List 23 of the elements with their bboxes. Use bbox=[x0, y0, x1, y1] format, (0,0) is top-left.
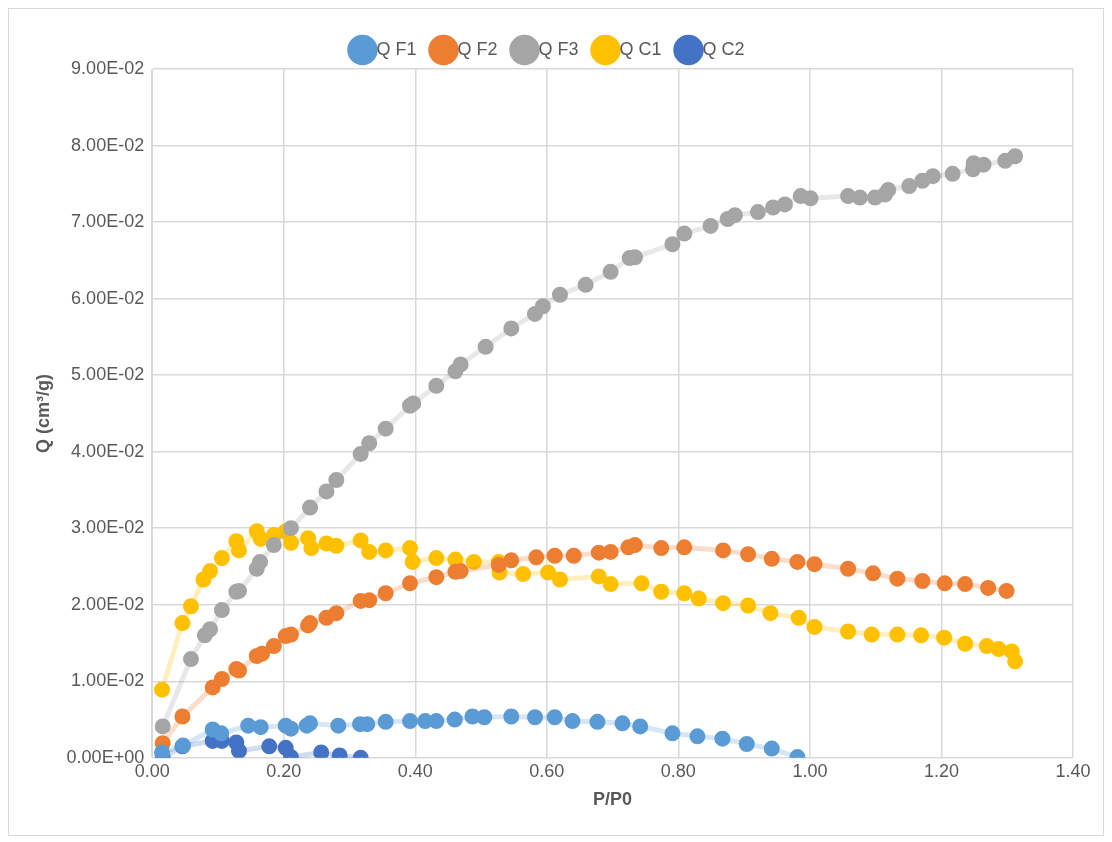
y-tick-label: 9.00E-02 bbox=[71, 57, 145, 78]
x-tick-label: 0.20 bbox=[266, 760, 302, 781]
x-tick-label: 1.00 bbox=[792, 760, 828, 781]
x-tick-label: 1.20 bbox=[923, 760, 959, 781]
y-tick-label: 1.00E-02 bbox=[71, 670, 145, 691]
x-tick-label: 0.40 bbox=[397, 760, 433, 781]
y-tick-label: 4.00E-02 bbox=[71, 440, 145, 461]
x-tick-label: 1.40 bbox=[1055, 760, 1091, 781]
y-tick-label: 3.00E-02 bbox=[71, 517, 145, 538]
x-tick-label: 0.60 bbox=[529, 760, 565, 781]
y-tick-label: 5.00E-02 bbox=[71, 364, 145, 385]
x-axis-title: P/P0 bbox=[593, 789, 633, 810]
legend-label: Q C1 bbox=[619, 38, 662, 59]
y-tick-label: 6.00E-02 bbox=[71, 287, 145, 308]
legend-label: Q F3 bbox=[538, 38, 579, 59]
legend-label: Q F2 bbox=[457, 38, 498, 59]
y-tick-label: 2.00E-02 bbox=[71, 593, 145, 614]
y-axis-title: Q (cm³/g) bbox=[32, 373, 53, 453]
legend-label: Q F1 bbox=[376, 38, 417, 59]
y-tick-label: 8.00E-02 bbox=[71, 134, 145, 155]
legend-label: Q C2 bbox=[702, 38, 745, 59]
y-tick-label: 7.00E-02 bbox=[71, 211, 145, 232]
x-tick-label: 0.80 bbox=[660, 760, 696, 781]
